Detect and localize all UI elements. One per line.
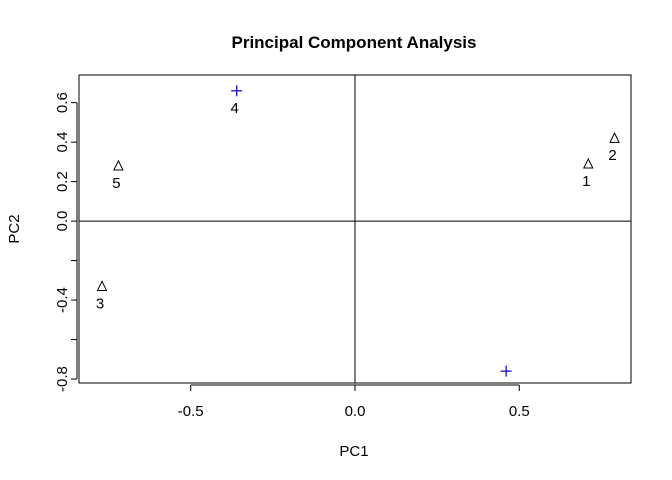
- data-point: 5: [112, 159, 124, 192]
- x-axis: -0.5 0.0 0.5: [178, 384, 530, 420]
- point-label: 1: [582, 173, 590, 190]
- triangle-marker: [96, 280, 108, 291]
- triangle-marker: [582, 157, 594, 169]
- x-tick-label: -0.5: [178, 403, 204, 420]
- data-point: 2: [608, 132, 620, 164]
- data-point: 1: [582, 157, 594, 190]
- y-tick-label: -0.4: [54, 287, 71, 313]
- point-label: 4: [231, 100, 239, 117]
- point-label: 2: [608, 147, 616, 164]
- data-point: 4: [231, 85, 243, 117]
- data-point: [500, 365, 512, 377]
- triangle-marker: [609, 132, 620, 143]
- y-tick-label: 0.6: [54, 92, 71, 113]
- triangle-marker: [113, 159, 124, 171]
- data-point: 3: [96, 280, 108, 312]
- x-tick-label: 0.5: [509, 403, 530, 420]
- y-tick-label: 0.4: [54, 132, 71, 153]
- data-points: 1 2 3 4 5: [96, 85, 620, 377]
- reference-lines: [79, 75, 631, 383]
- y-tick-label: -0.8: [54, 366, 71, 392]
- y-axis: -0.8 -0.4 0.0 0.2 0.4 0.6: [54, 92, 78, 392]
- x-axis-title: PC1: [339, 443, 368, 460]
- y-tick-label: 0.0: [54, 211, 71, 232]
- x-tick-label: 0.0: [345, 403, 366, 420]
- point-label: 3: [96, 295, 104, 312]
- chart-title: Principal Component Analysis: [232, 33, 477, 52]
- y-tick-label: 0.2: [54, 171, 71, 192]
- y-axis-title: PC2: [6, 214, 23, 243]
- point-label: 5: [112, 175, 120, 192]
